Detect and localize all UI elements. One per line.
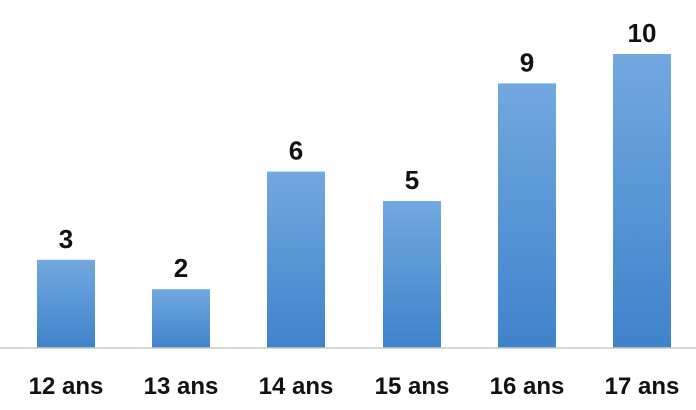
x-tick-label: 16 ans — [490, 373, 565, 400]
x-tick-label: 14 ans — [259, 373, 334, 400]
x-tick-label: 13 ans — [144, 373, 219, 400]
bar-16-ans — [498, 83, 556, 349]
bar-12-ans — [37, 259, 95, 348]
x-tick-label: 17 ans — [605, 373, 680, 400]
bar-15-ans — [383, 201, 441, 348]
x-tick-label: 15 ans — [375, 373, 450, 400]
data-label: 10 — [628, 18, 657, 48]
data-label: 3 — [59, 224, 73, 254]
value-labels-layer: 3 2 6 5 9 10 — [59, 18, 657, 283]
data-label: 5 — [405, 165, 419, 195]
x-tick-label: 12 ans — [29, 373, 104, 400]
data-label: 6 — [289, 136, 303, 166]
bar-17-ans — [613, 54, 671, 348]
bar-14-ans — [267, 171, 325, 348]
bar-13-ans — [152, 289, 210, 348]
bars-layer — [37, 54, 671, 349]
x-tick-labels-layer: 12 ans 13 ans 14 ans 15 ans 16 ans 17 ans — [29, 373, 680, 400]
data-label: 2 — [174, 253, 188, 283]
data-label: 9 — [520, 47, 534, 77]
